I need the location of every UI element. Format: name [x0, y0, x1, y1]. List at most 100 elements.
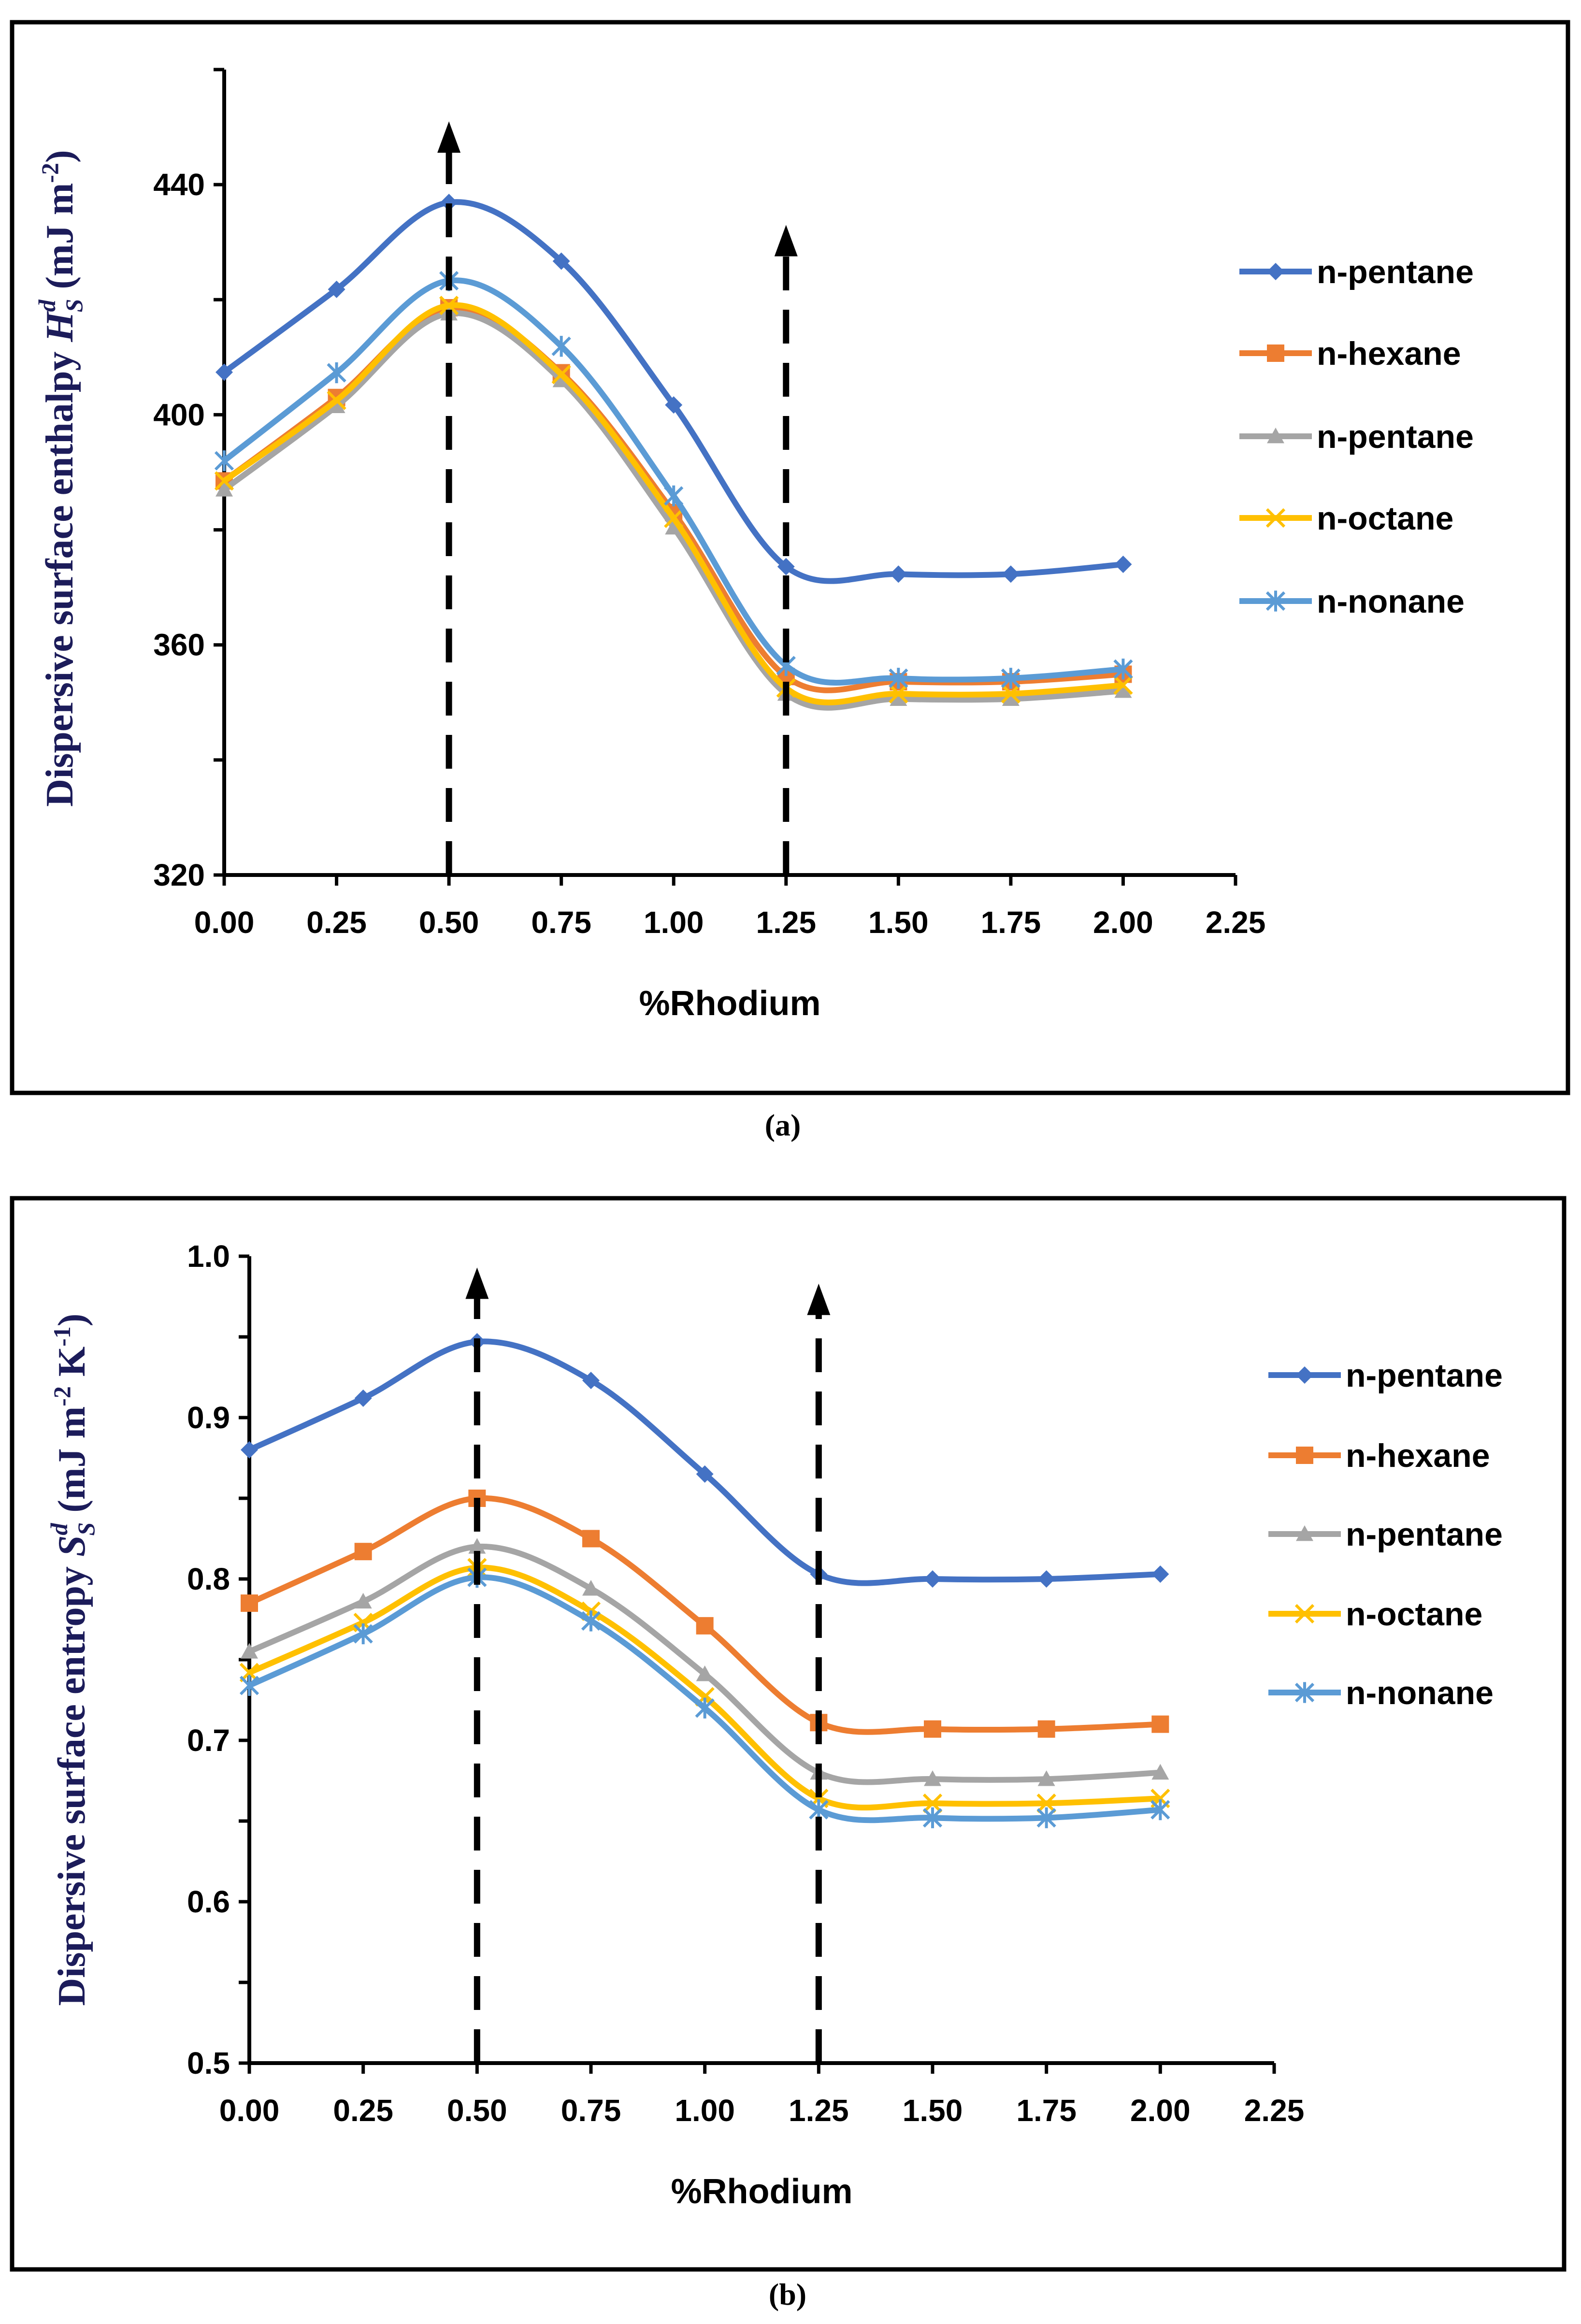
- data-point-diamond: [241, 1441, 258, 1459]
- series-n-nonane: [214, 270, 1133, 689]
- data-point-x: [214, 471, 234, 491]
- legend-item: n-nonane: [1239, 583, 1465, 620]
- data-point-triangle: [924, 1770, 941, 1786]
- series-n-nonane: [239, 1567, 1170, 1828]
- x-tick-label: 0.75: [561, 2093, 621, 2128]
- data-point-asterisk: [214, 450, 234, 472]
- legend-label: n-hexane: [1317, 335, 1461, 372]
- x-tick-label: 2.25: [1206, 905, 1266, 940]
- data-point-diamond: [696, 1465, 714, 1483]
- y-title-unit-sup: -2: [48, 1386, 75, 1406]
- data-point-x: [889, 684, 908, 704]
- data-point-x: [1113, 675, 1133, 695]
- arrow-head-icon: [774, 225, 798, 257]
- legend-marker-triangle: [1296, 1525, 1313, 1541]
- data-point-triangle: [1037, 1770, 1055, 1786]
- legend-marker-diamond: [1267, 263, 1284, 280]
- x-tick-label: 0.00: [194, 905, 255, 940]
- data-point-triangle: [1151, 1764, 1169, 1780]
- legend-label: n-nonane: [1317, 583, 1465, 620]
- legend-item: n-pentane: [1268, 1516, 1503, 1553]
- y-tick-label: 1.0: [187, 1239, 230, 1274]
- data-point-asterisk: [1036, 1807, 1056, 1828]
- x-tick-label: 1.00: [675, 2093, 735, 2128]
- y-title-unit-sup2: -1: [48, 1326, 75, 1347]
- y-tick-label: 0.8: [187, 1562, 230, 1596]
- y-axis-title: Dispersive surface entropy SdS (mJ m-2 K…: [45, 1314, 100, 2006]
- x-tick-label: 0.75: [531, 905, 591, 940]
- arrow-head-icon: [437, 121, 461, 153]
- series-n-pentane: [241, 1538, 1169, 1786]
- legend-label: n-octane: [1317, 500, 1453, 537]
- x-tick-label: 1.25: [756, 905, 816, 940]
- data-point-asterisk: [889, 668, 908, 689]
- y-title-symbol: H: [39, 311, 81, 343]
- legend-marker-asterisk: [1265, 590, 1286, 612]
- y-title-unit: (mJ m: [39, 183, 81, 299]
- data-point-asterisk: [353, 1623, 373, 1645]
- x-tick-label: 1.00: [644, 905, 704, 940]
- data-point-triangle: [665, 518, 683, 535]
- y-tick-label: 0.5: [187, 2046, 230, 2080]
- legend-item: n-octane: [1239, 500, 1453, 537]
- data-point-x: [1036, 1793, 1056, 1813]
- y-title-sup: d: [45, 1522, 72, 1535]
- y-title-unit-close: ): [51, 1314, 93, 1327]
- legend-marker-x: [1294, 1604, 1315, 1624]
- x-tick-label: 1.50: [868, 905, 929, 940]
- data-point-triangle: [328, 397, 345, 413]
- y-title-sub: S: [60, 299, 87, 313]
- data-point-diamond: [354, 1389, 372, 1407]
- chart-frame: [10, 20, 1570, 1095]
- x-tick-label: 0.50: [419, 905, 479, 940]
- x-tick-label: 1.75: [1016, 2093, 1077, 2128]
- data-point-diamond: [1002, 565, 1020, 583]
- data-point-square: [582, 1530, 600, 1548]
- x-tick-label: 0.50: [447, 2093, 507, 2128]
- y-title-sup: d: [33, 299, 60, 312]
- x-tick-label: 2.00: [1130, 2093, 1191, 2128]
- series-n-pentane: [216, 194, 1132, 584]
- data-point-diamond: [777, 558, 795, 575]
- y-tick-label: 0.9: [187, 1400, 230, 1435]
- legend-marker-triangle: [1267, 428, 1284, 444]
- y-title-unit-end: K: [51, 1347, 93, 1386]
- data-point-diamond: [1151, 1565, 1169, 1583]
- data-point-asterisk: [581, 1610, 601, 1632]
- data-point-triangle: [216, 481, 233, 497]
- data-point-triangle: [890, 690, 907, 706]
- legend-label: n-nonane: [1346, 1675, 1494, 1711]
- series-line: [222, 277, 1123, 686]
- arrow-head-icon: [807, 1283, 831, 1315]
- data-point-asterisk: [327, 362, 346, 384]
- data-point-x: [439, 296, 459, 316]
- panel-caption: (b): [769, 2277, 806, 2311]
- x-tick-label: 1.25: [789, 2093, 849, 2128]
- y-tick-label: 440: [153, 167, 205, 202]
- data-point-asterisk: [664, 485, 684, 506]
- data-point-diamond: [328, 280, 345, 298]
- x-tick-label: 0.25: [306, 905, 367, 940]
- legend-marker-x: [1265, 508, 1286, 528]
- y-title-unit-sup: -2: [36, 163, 63, 183]
- y-tick-label: 320: [153, 858, 205, 892]
- data-point-triangle: [1114, 682, 1132, 698]
- legend-marker-diamond: [1296, 1366, 1313, 1384]
- legend-label: n-hexane: [1346, 1437, 1490, 1474]
- data-point-triangle: [582, 1580, 600, 1596]
- data-point-triangle: [241, 1643, 258, 1659]
- data-point-square: [1037, 1720, 1055, 1738]
- x-tick-label: 2.00: [1093, 905, 1153, 940]
- y-axis-title: Dispersive surface enthalpy HdS (mJ m-2): [33, 150, 87, 806]
- x-axis-title: %Rhodium: [639, 984, 821, 1023]
- data-point-asterisk: [922, 1807, 943, 1828]
- y-title-symbol: S: [51, 1535, 93, 1557]
- data-point-square: [354, 1543, 372, 1561]
- y-tick-label: 0.6: [187, 1884, 230, 1919]
- y-title-text: Dispersive surface entropy: [51, 1557, 93, 2006]
- x-tick-label: 0.00: [219, 2093, 280, 2128]
- y-title-unit: (mJ m: [51, 1406, 93, 1522]
- data-point-x: [551, 364, 571, 385]
- data-point-triangle: [696, 1665, 714, 1681]
